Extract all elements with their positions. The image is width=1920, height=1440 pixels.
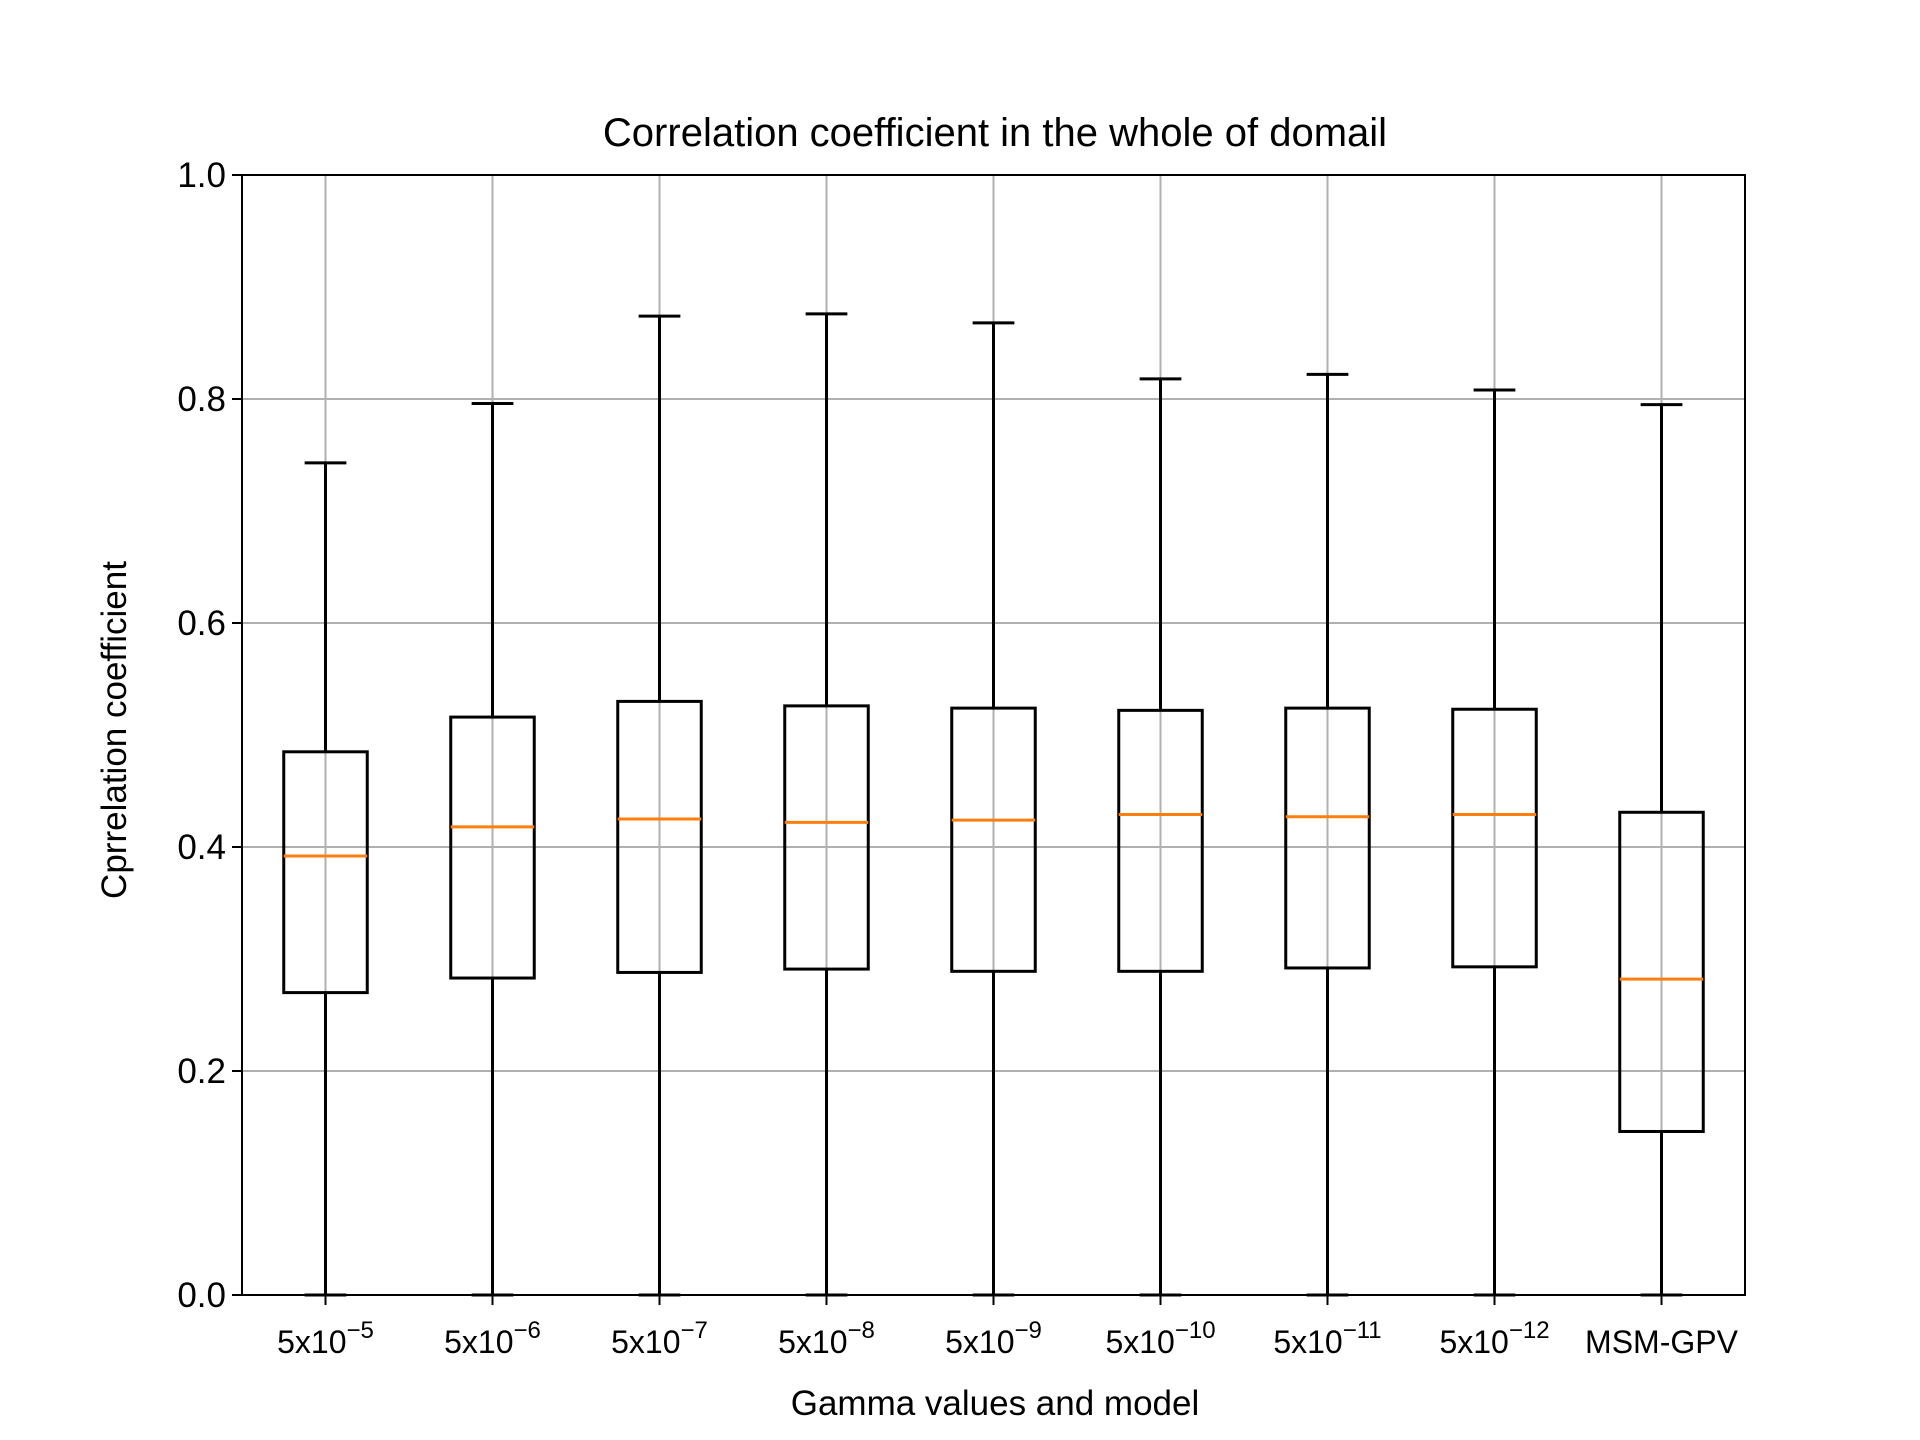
y-tick-label: 0.4 (177, 828, 226, 867)
y-axis-label: Cprrelation coefficient (95, 561, 134, 899)
box-group (950, 321, 1037, 1297)
box-group (1618, 403, 1705, 1297)
y-tick-label: 0.6 (177, 604, 226, 643)
iqr-box (950, 706, 1037, 973)
iqr-box (1117, 708, 1204, 973)
x-tick-label: 5x10−9 (945, 1317, 1042, 1360)
y-tick-label: 0.8 (177, 380, 226, 419)
iqr-box (1451, 707, 1538, 969)
y-tick-label: 0.2 (177, 1052, 226, 1091)
x-axis-ticks: 5x10−5 5x10−6 5x10−7 5x10−8 5x10−9 5x10−10 5x1… (277, 1295, 1739, 1360)
x-tick-label: 5x10−12 (1439, 1317, 1549, 1360)
x-axis-label: Gamma values and model (791, 1384, 1200, 1423)
x-tick-label: 5x10−10 (1105, 1317, 1215, 1360)
y-tick-label: 1.0 (177, 156, 226, 195)
iqr-box (282, 750, 369, 995)
y-tick-label: 0.0 (177, 1276, 226, 1315)
x-tick-label: 5x10−6 (444, 1317, 541, 1360)
x-tick-label: 5x10−7 (611, 1317, 708, 1360)
x-tick-label: 5x10−8 (778, 1317, 875, 1360)
iqr-box (1284, 706, 1371, 970)
x-tick-label: 5x10−11 (1273, 1317, 1381, 1360)
box-group (616, 314, 703, 1297)
chart-title: Correlation coefficient in the whole of … (603, 111, 1387, 155)
box-group (1451, 388, 1538, 1297)
x-tick-label: MSM-GPV (1585, 1324, 1739, 1360)
iqr-box (449, 715, 536, 980)
y-axis-ticks: 0.0 0.2 0.4 0.6 0.8 1.0 (177, 156, 242, 1315)
iqr-box (783, 704, 870, 971)
iqr-box (616, 699, 703, 974)
boxes (282, 312, 1705, 1297)
iqr-box (1618, 810, 1705, 1133)
x-tick-label: 5x10−5 (277, 1317, 374, 1360)
